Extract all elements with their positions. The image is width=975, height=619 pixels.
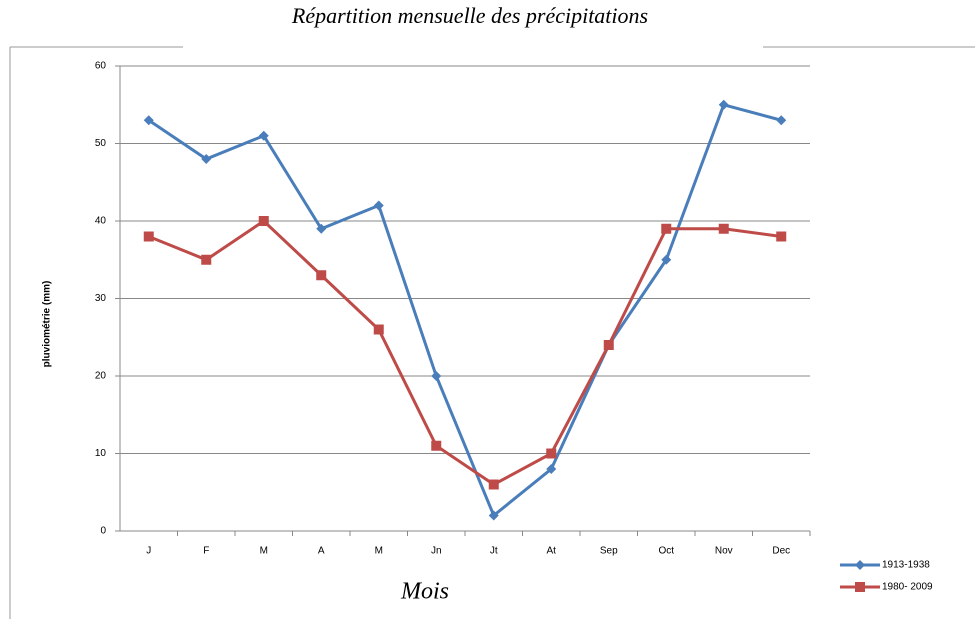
marker — [855, 560, 865, 570]
x-tick-label: F — [203, 546, 209, 557]
x-tick-label: Jn — [431, 546, 442, 557]
y-tick-label: 20 — [95, 371, 107, 382]
y-axis-label: pluviométrie (mm) — [42, 281, 53, 368]
x-axis-label: Mois — [400, 579, 449, 605]
series-line — [147, 102, 782, 518]
marker — [546, 464, 557, 474]
marker — [143, 231, 154, 242]
x-tick-label: At — [547, 546, 557, 557]
x-tick-label: M — [260, 546, 268, 557]
y-tick-label: 10 — [95, 448, 107, 459]
marker — [316, 223, 327, 234]
marker — [373, 324, 384, 335]
y-tick-label: 40 — [95, 216, 107, 227]
legend-label: 1913-1938 — [882, 560, 930, 571]
marker — [718, 223, 729, 234]
marker — [855, 582, 865, 592]
marker — [661, 223, 672, 234]
marker — [776, 115, 787, 126]
x-tick-label: A — [318, 546, 325, 557]
chart-title: Répartition mensuelle des précipitations — [291, 3, 648, 28]
marker — [661, 254, 672, 265]
x-tick-label: Oct — [658, 546, 674, 557]
x-tick-label: Dec — [772, 546, 790, 557]
marker — [776, 231, 787, 242]
series-line — [148, 219, 782, 487]
x-tick-label: Nov — [715, 546, 733, 557]
marker — [603, 340, 614, 350]
y-tick-label: 0 — [100, 526, 106, 537]
marker — [546, 448, 557, 459]
marker — [258, 130, 269, 141]
marker — [488, 479, 499, 490]
marker — [316, 270, 327, 281]
marker — [143, 115, 154, 126]
marker — [373, 200, 384, 211]
marker — [718, 99, 729, 110]
y-tick-label: 30 — [95, 293, 107, 304]
marker — [201, 154, 212, 164]
marker — [258, 216, 269, 226]
x-tick-label: Jt — [490, 546, 498, 557]
marker — [431, 371, 442, 381]
marker — [488, 510, 499, 521]
marker — [201, 254, 212, 265]
y-tick-label: 50 — [95, 138, 107, 149]
legend-label: 1980- 2009 — [882, 582, 933, 593]
x-tick-label: J — [146, 546, 151, 557]
y-tick-label: 60 — [95, 61, 107, 72]
marker — [431, 440, 442, 451]
x-tick-label: Sep — [600, 546, 618, 557]
x-tick-label: M — [375, 546, 383, 557]
